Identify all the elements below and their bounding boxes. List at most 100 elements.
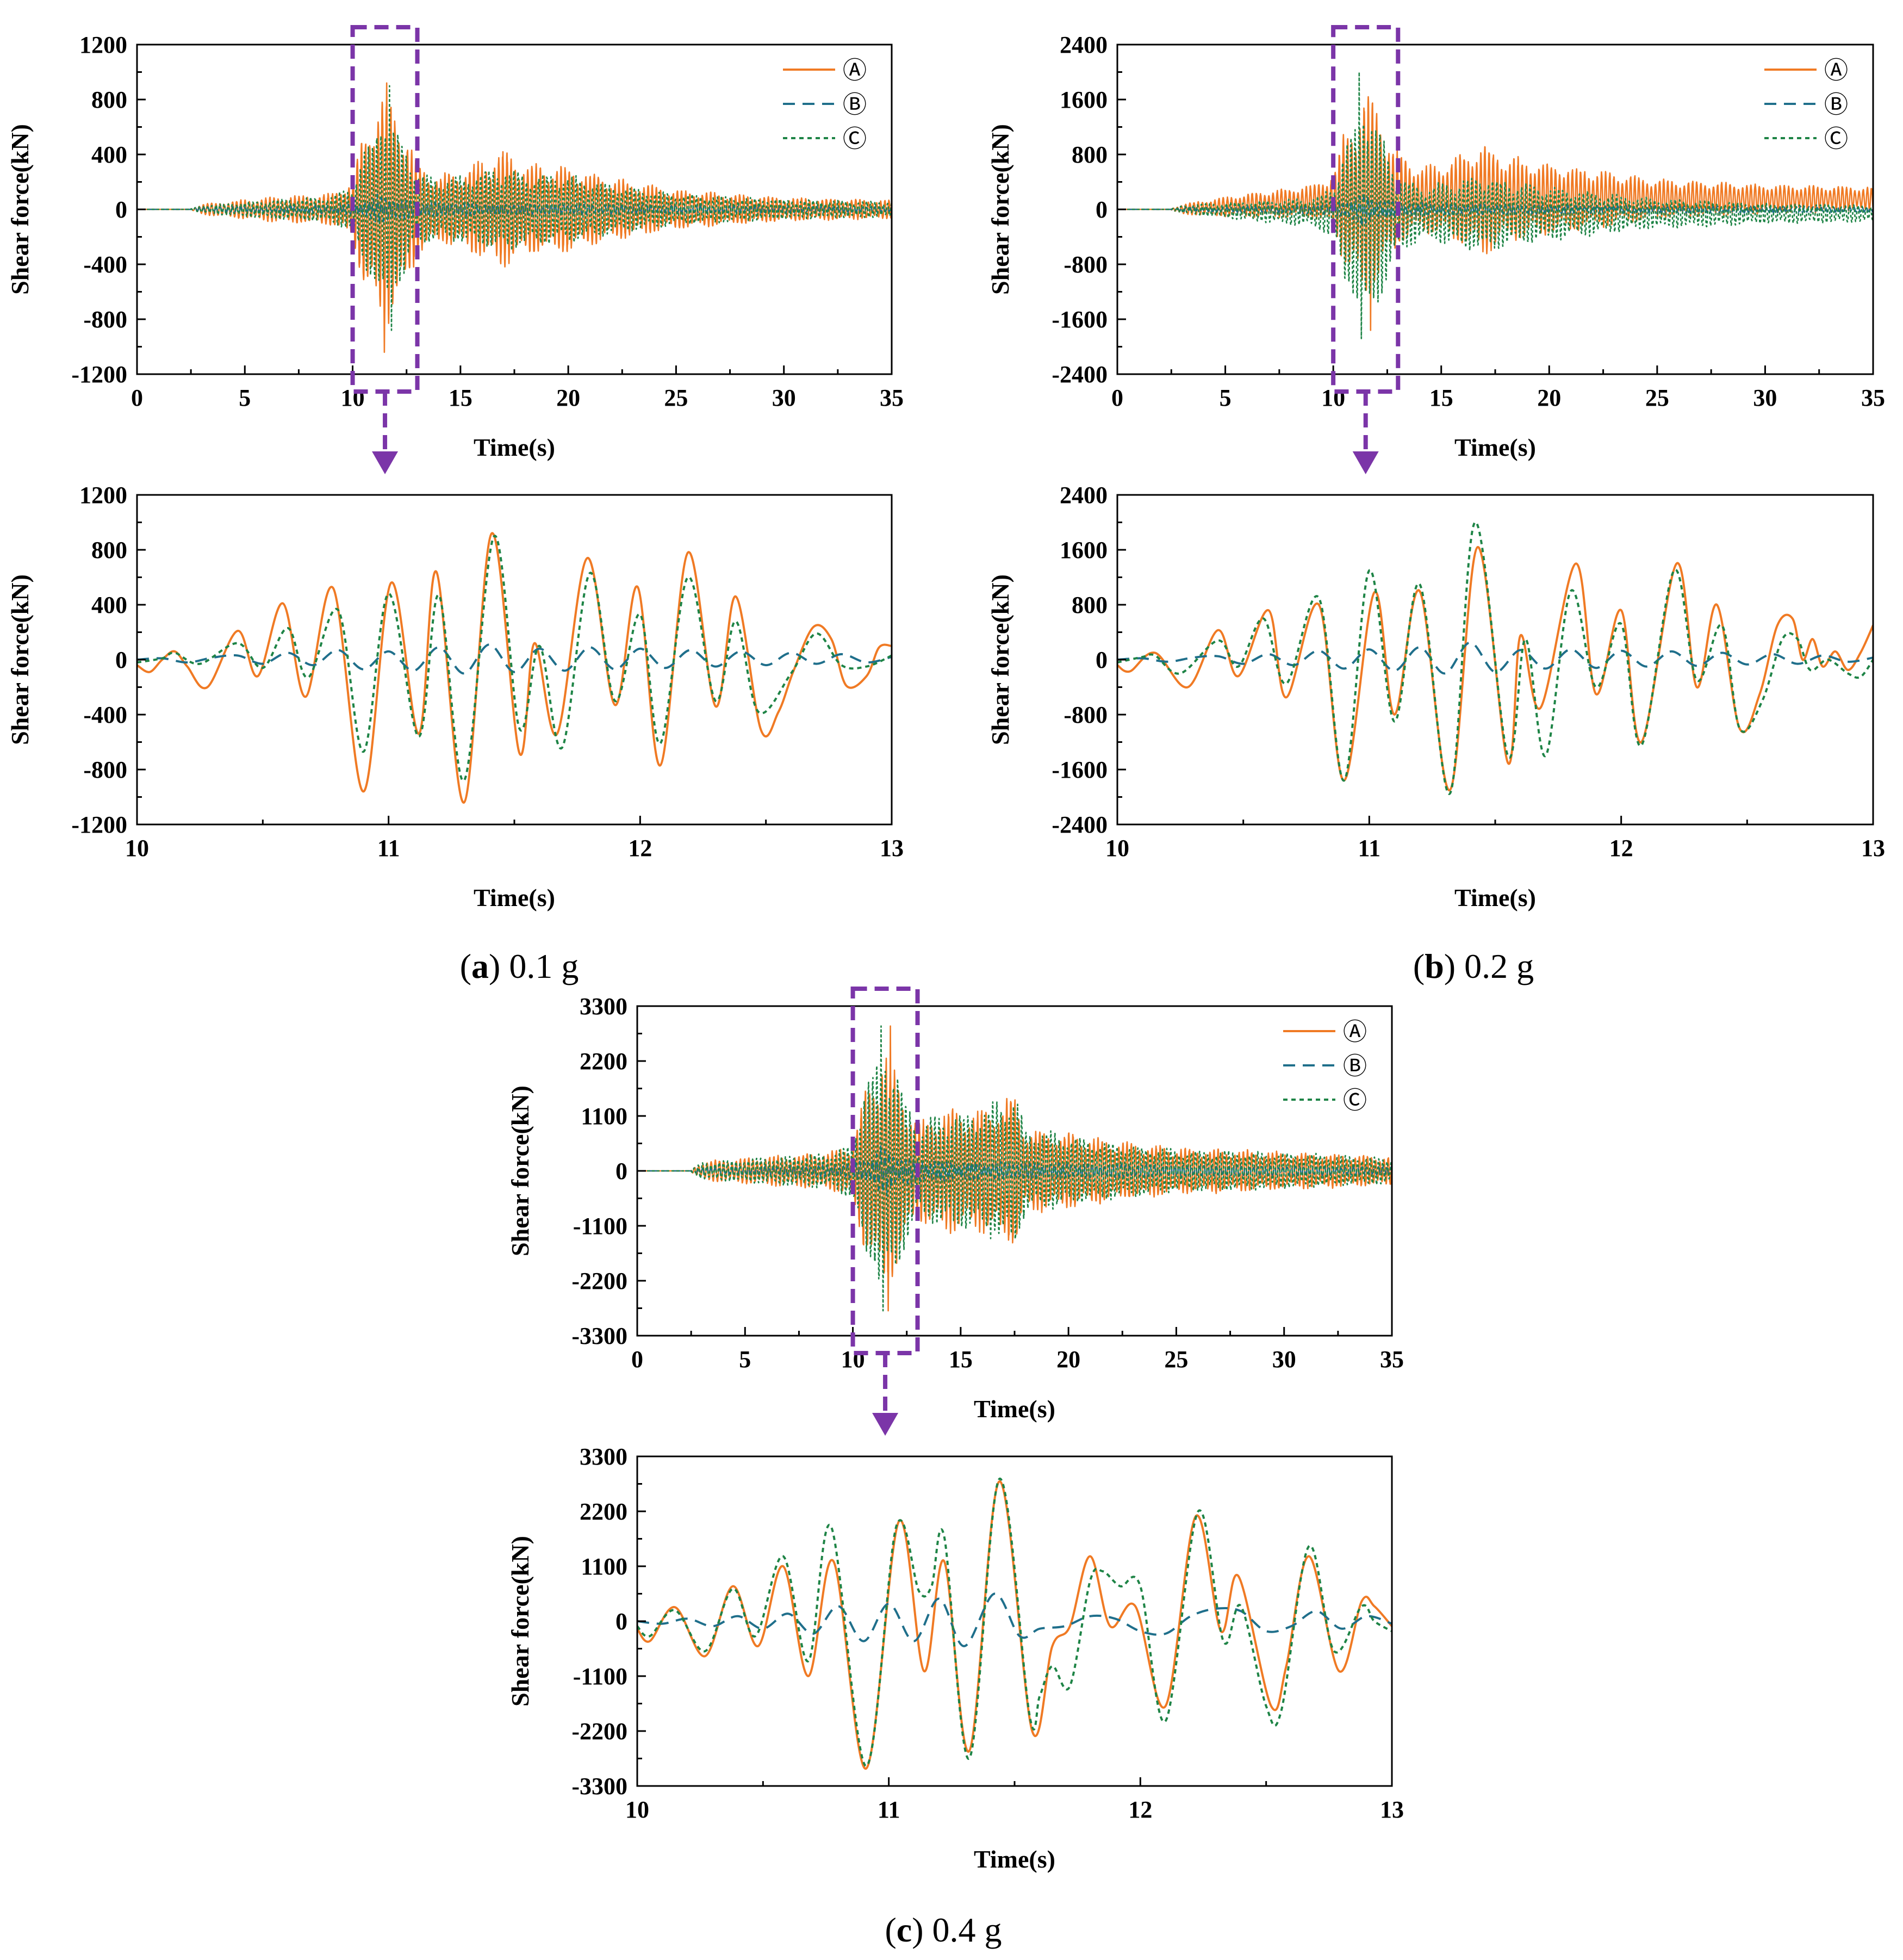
y-tick-label: 1200 bbox=[79, 32, 127, 58]
chart-b-zoom: 10 11 12 13 -2400 -1600 -800 0 800 1600 2400 Time(s… bbox=[986, 482, 1885, 911]
zoom-arrow-head-c bbox=[872, 1413, 899, 1436]
legend-label-1: Ⓐ bbox=[1343, 1019, 1367, 1045]
y-tick-label: 0 bbox=[1096, 647, 1108, 673]
legend-label-3: Ⓒ bbox=[1343, 1087, 1367, 1114]
series-line-b-zoom-1 bbox=[1117, 545, 1873, 791]
series-line-a-full-1 bbox=[137, 82, 892, 353]
x-tick-label: 10 bbox=[841, 1346, 865, 1373]
y-tick-label: -1600 bbox=[1052, 756, 1108, 783]
x-tick-label: 5 bbox=[739, 1346, 751, 1373]
chart-panels: 0 5 10 15 20 25 30 35-1200-800-40004008001200Ti… bbox=[6, 25, 1885, 1873]
y-tick-label: -1600 bbox=[1052, 306, 1108, 333]
series-group bbox=[137, 532, 892, 804]
y-tick-label: -1100 bbox=[573, 1213, 627, 1239]
legend-label-1: Ⓐ bbox=[1824, 57, 1848, 84]
x-axis-title: Time(s) bbox=[1454, 433, 1536, 461]
chart-c-full: 0 5 10 15 20 25 30 35 -3300 -2200 -1100 0 1100 2200 33… bbox=[506, 987, 1404, 1423]
series-line-c-zoom-2 bbox=[637, 1592, 1392, 1647]
x-tick-label: 10 bbox=[1105, 835, 1129, 861]
series-line-c-zoom-1 bbox=[637, 1480, 1392, 1770]
legend-label-1: Ⓐ bbox=[843, 57, 867, 84]
chart-b-full: 0 5 10 15 20 25 30 35 -2400 -1600 -800 0 800 1600 2400… bbox=[986, 25, 1885, 461]
y-tick-label: 2200 bbox=[580, 1048, 627, 1075]
x-tick-label: 20 bbox=[1537, 384, 1561, 411]
y-tick-label: -1200 bbox=[71, 361, 127, 388]
chart-c-zoom: 10 11 12 13 -3300 -2200 -1100 0 1100 2200 3300 Time… bbox=[506, 1443, 1404, 1873]
y-tick-label: 3300 bbox=[580, 1443, 627, 1470]
y-tick-label: -800 bbox=[83, 756, 127, 783]
y-tick-label: -800 bbox=[1064, 251, 1108, 278]
x-tick-label: 10 bbox=[341, 384, 365, 411]
zoom-arrow-head-b bbox=[1352, 451, 1379, 474]
y-tick-label: -800 bbox=[1064, 702, 1108, 728]
x-tick-label: 20 bbox=[1056, 1346, 1080, 1373]
series-group bbox=[1117, 71, 1873, 339]
y-tick-label: -3300 bbox=[571, 1773, 627, 1800]
x-tick-label: 0 bbox=[1111, 384, 1123, 411]
y-axis-title: Shear force(kN) bbox=[506, 1536, 534, 1707]
y-tick-label: 400 bbox=[91, 141, 127, 168]
x-tick-label: 30 bbox=[1272, 1346, 1296, 1373]
x-tick-label: 15 bbox=[449, 384, 472, 411]
x-tick-label: 0 bbox=[631, 1346, 643, 1373]
y-tick-label: 0 bbox=[615, 1158, 627, 1184]
x-tick-label: 12 bbox=[628, 835, 652, 861]
y-tick-label: 800 bbox=[1072, 141, 1108, 168]
y-tick-label: -2200 bbox=[571, 1718, 627, 1745]
y-tick-label: 0 bbox=[115, 647, 127, 673]
y-tick-label: -3300 bbox=[571, 1323, 627, 1349]
y-tick-label: 1100 bbox=[581, 1103, 627, 1130]
y-tick-label: 0 bbox=[615, 1608, 627, 1635]
x-axis-title: Time(s) bbox=[974, 1845, 1055, 1873]
x-tick-label: 12 bbox=[1609, 835, 1633, 861]
y-tick-label: -1100 bbox=[573, 1663, 627, 1690]
y-tick-label: 1600 bbox=[1060, 537, 1108, 563]
series-group bbox=[637, 1478, 1392, 1770]
caption-c: (c) 0.4 g bbox=[885, 1911, 1002, 1949]
y-tick-label: 2200 bbox=[580, 1498, 627, 1525]
y-tick-label: 800 bbox=[91, 86, 127, 113]
y-tick-label: 800 bbox=[1072, 592, 1108, 618]
x-tick-label: 35 bbox=[1380, 1346, 1404, 1373]
x-tick-label: 10 bbox=[625, 1796, 649, 1823]
captions: (a) 0.1 g (b) 0.2 g (c) 0.4 g bbox=[460, 947, 1534, 1949]
y-tick-label: 400 bbox=[91, 592, 127, 618]
x-tick-label: 25 bbox=[664, 384, 688, 411]
series-line-b-full-3 bbox=[1117, 71, 1873, 339]
y-axis-title: Shear force(kN) bbox=[986, 124, 1014, 295]
chart-a-full: 0 5 10 15 20 25 30 35 -1200 -800 -400 0 400 800 1200 Ti… bbox=[6, 25, 904, 461]
y-tick-label: 1100 bbox=[581, 1553, 627, 1580]
x-tick-label: 15 bbox=[1429, 384, 1453, 411]
y-tick-label: -2400 bbox=[1052, 361, 1108, 388]
y-tick-label: 3300 bbox=[580, 993, 627, 1020]
series-line-a-zoom-3 bbox=[137, 535, 892, 782]
x-axis-title: Time(s) bbox=[1454, 884, 1536, 911]
series-line-a-zoom-2 bbox=[137, 643, 892, 675]
y-tick-label: -400 bbox=[83, 702, 127, 728]
x-tick-label: 5 bbox=[239, 384, 251, 411]
legend-label-3: Ⓒ bbox=[843, 126, 867, 152]
caption-b: (b) 0.2 g bbox=[1413, 947, 1534, 985]
chart-a-zoom: 10 11 12 13 -1200 -800 -400 0 400 800 1200 Time(s) S… bbox=[6, 482, 904, 911]
legend-label-2: Ⓑ bbox=[1343, 1053, 1367, 1080]
x-tick-label: 10 bbox=[1321, 384, 1345, 411]
y-axis-title: Shear force(kN) bbox=[986, 574, 1014, 745]
y-tick-label: -800 bbox=[83, 306, 127, 333]
y-tick-label: 0 bbox=[1096, 196, 1108, 223]
y-axis-title: Shear force(kN) bbox=[6, 124, 34, 295]
x-axis-title: Time(s) bbox=[974, 1395, 1055, 1423]
x-tick-label: 11 bbox=[878, 1796, 900, 1823]
y-tick-label: -2200 bbox=[571, 1268, 627, 1294]
series-line-c-zoom-3 bbox=[637, 1478, 1392, 1767]
series-line-b-zoom-3 bbox=[1117, 521, 1873, 795]
x-tick-label: 13 bbox=[880, 835, 904, 861]
y-axis-title: Shear force(kN) bbox=[506, 1086, 534, 1256]
x-tick-label: 20 bbox=[556, 384, 580, 411]
x-tick-label: 10 bbox=[125, 835, 149, 861]
series-group bbox=[1117, 521, 1873, 795]
zoom-arrow-head-a bbox=[372, 451, 399, 474]
legend-label-2: Ⓑ bbox=[1824, 91, 1848, 118]
x-tick-label: 30 bbox=[1753, 384, 1777, 411]
series-group bbox=[137, 82, 892, 353]
y-tick-label: 0 bbox=[115, 196, 127, 223]
